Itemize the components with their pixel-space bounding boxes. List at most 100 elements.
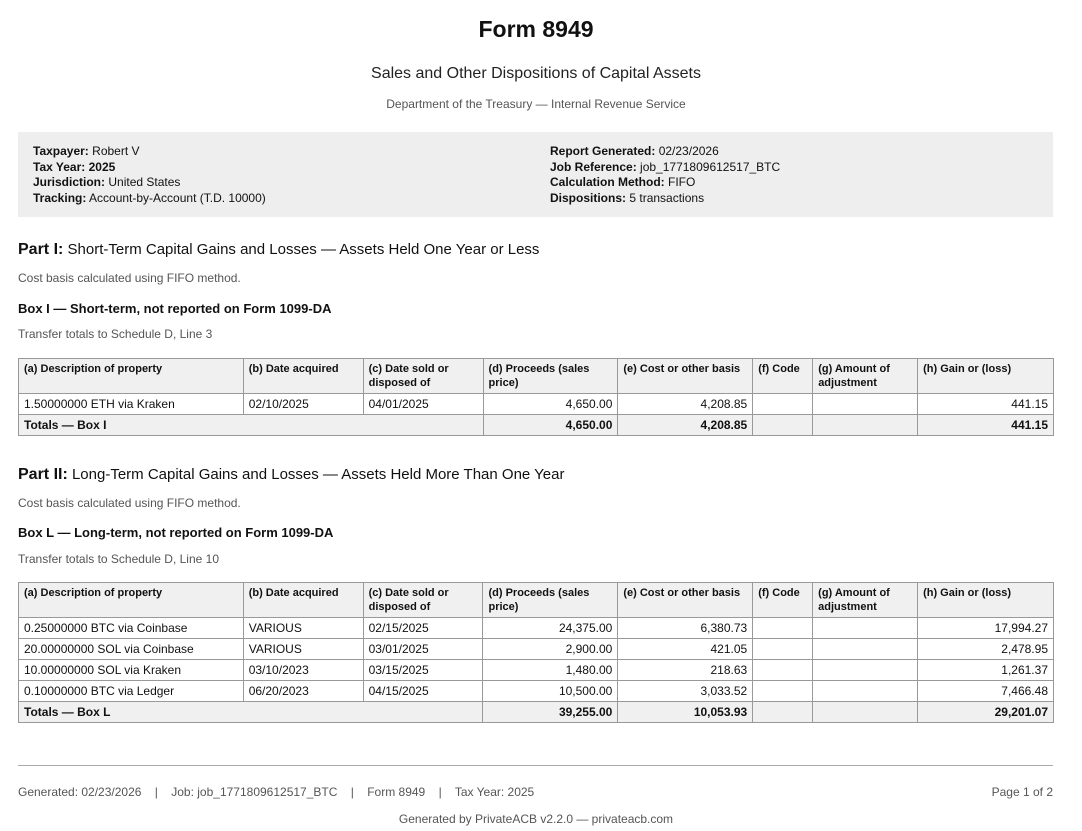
tax-year-value: 2025 [88,159,116,174]
table-cell: 03/01/2025 [362,638,484,660]
part2-label: Part II: [18,466,68,483]
jurisdiction-line: Jurisdiction: United States [33,175,266,191]
table-cell: 0.10000000 BTC via Ledger [18,680,244,702]
part1-title: Short-Term Capital Gains and Losses — As… [67,241,540,258]
table-cell [752,659,814,681]
table-cell [812,638,919,660]
page-number: Page 1 of 2 [991,785,1053,799]
info-left-column: Taxpayer: Robert V Tax Year: 2025 Jurisd… [33,144,266,207]
form-agency: Department of the Treasury — Internal Re… [386,97,686,111]
footer-generated: Generated: 02/23/2026 [18,785,142,799]
totals-gain: 441.15 [917,414,1054,436]
column-header: (d) Proceeds (sales price) [482,582,619,618]
job-reference-label: Job Reference: [550,159,637,174]
footer-tax-year: Tax Year: 2025 [454,785,535,799]
totals-row: Totals — Box I 4,650.00 4,208.85 441.15 [18,414,1054,436]
table-cell: 4,650.00 [482,393,619,415]
tracking-value: Account-by-Account (T.D. 10000) [89,191,266,206]
column-header: (h) Gain or (loss) [917,582,1054,618]
totals-adjustment [812,701,919,723]
table-cell [812,393,919,415]
table-cell: 10,500.00 [482,680,619,702]
table-row: 20.00000000 SOL via Coinbase VARIOUS 03/01… [18,638,1054,660]
job-reference-line: Job Reference: job_1771809612517_BTC [550,160,780,176]
long-term-table: (a) Description of property (b) Date acqu… [17,582,1054,723]
calc-method-value: FIFO [668,175,696,190]
footer-divider [18,765,1053,766]
table-cell: 2,900.00 [482,638,619,660]
footer-generated-by: Generated by PrivateACB v2.2.0 — private… [398,812,674,826]
short-term-table: (a) Description of property (b) Date acqu… [18,358,1054,436]
table-cell [752,680,814,702]
table-cell: 0.25000000 BTC via Coinbase [18,617,244,639]
part1-label: Part I: [18,241,64,258]
table-row: 10.00000000 SOL via Kraken 03/10/2023 03/1… [18,659,1054,681]
table-cell: 03/15/2025 [362,659,484,681]
column-header: (e) Cost or other basis [617,358,754,394]
table-cell [752,617,814,639]
dispositions-value: 5 transactions [629,191,705,206]
table-cell: 24,375.00 [482,617,619,639]
table-cell [812,659,919,681]
report-generated-line: Report Generated: 02/23/2026 [550,144,780,160]
report-generated-value: 02/23/2026 [658,144,719,158]
calc-method-line: Calculation Method: FIFO [550,175,780,191]
tracking-label: Tracking: [33,191,87,206]
totals-proceeds: 4,650.00 [482,414,619,436]
column-header: (h) Gain or (loss) [917,358,1054,394]
box-l-heading: Box L — Long-term, not reported on Form … [18,525,334,540]
jurisdiction-value: United States [108,175,181,190]
calc-method-label: Calculation Method: [550,175,665,190]
table-cell: 218.63 [617,659,754,681]
dispositions-label: Dispositions: [550,191,627,206]
tax-year-line: Tax Year: 2025 [33,160,266,176]
table-row: 0.10000000 BTC via Ledger 06/20/2023 04/15… [18,680,1054,702]
info-right-column: Report Generated: 02/23/2026 Job Referen… [550,144,780,207]
taxpayer-line: Taxpayer: Robert V [33,144,266,160]
taxpayer-value: Robert V [92,144,140,158]
column-header: (a) Description of property [18,358,244,394]
table-cell: 02/15/2025 [362,617,484,639]
column-header: (d) Proceeds (sales price) [482,358,619,394]
totals-label: Totals — Box L [17,701,484,723]
totals-code [752,414,814,436]
column-header: (c) Date sold or disposed of [362,582,484,618]
totals-code [752,701,814,723]
totals-row: Totals — Box L 39,255.00 10,053.93 29,201.0… [17,701,1054,723]
table-cell: 17,994.27 [917,617,1054,639]
form-subtitle: Sales and Other Dispositions of Capital … [371,65,701,82]
table-cell: 4,208.85 [617,393,754,415]
totals-gain: 29,201.07 [917,701,1054,723]
column-header: (g) Amount of adjustment [812,582,919,618]
table-cell: 10.00000000 SOL via Kraken [18,659,244,681]
table-cell: 3,033.52 [617,680,754,702]
taxpayer-info-box: Taxpayer: Robert V Tax Year: 2025 Jurisd… [18,132,1053,217]
table-cell: 6,380.73 [617,617,754,639]
totals-adjustment [812,414,919,436]
totals-proceeds: 39,255.00 [482,701,619,723]
jurisdiction-label: Jurisdiction: [33,175,106,190]
part2-heading: Part II: Long-Term Capital Gains and Los… [18,466,564,484]
table-cell: 04/15/2025 [362,680,484,702]
totals-label: Totals — Box I [18,414,484,436]
table-cell: 02/10/2025 [242,393,364,415]
table-cell: 1,261.37 [917,659,1054,681]
table-cell: 1.50000000 ETH via Kraken [18,393,244,415]
part2-method-note: Cost basis calculated using FIFO method. [18,496,241,510]
part1-heading: Part I: Short-Term Capital Gains and Los… [18,241,539,259]
table-cell: VARIOUS [242,638,364,660]
totals-cost: 4,208.85 [617,414,754,436]
table-cell: 7,466.48 [917,680,1054,702]
table-cell: 06/20/2023 [242,680,364,702]
box-l-transfer-note: Transfer totals to Schedule D, Line 10 [18,552,219,566]
box-i-heading: Box I — Short-term, not reported on Form… [18,301,332,316]
table-row: 0.25000000 BTC via Coinbase VARIOUS 02/15/… [18,617,1054,639]
tracking-line: Tracking: Account-by-Account (T.D. 10000… [33,191,266,207]
table-cell [752,638,814,660]
footer-job: Job: job_1771809612517_BTC [171,785,338,799]
table-header-row: (a) Description of property (b) Date acqu… [18,582,1054,618]
table-cell [812,617,919,639]
column-header: (g) Amount of adjustment [812,358,919,394]
column-header: (e) Cost or other basis [617,582,754,618]
table-cell: 20.00000000 SOL via Coinbase [18,638,244,660]
